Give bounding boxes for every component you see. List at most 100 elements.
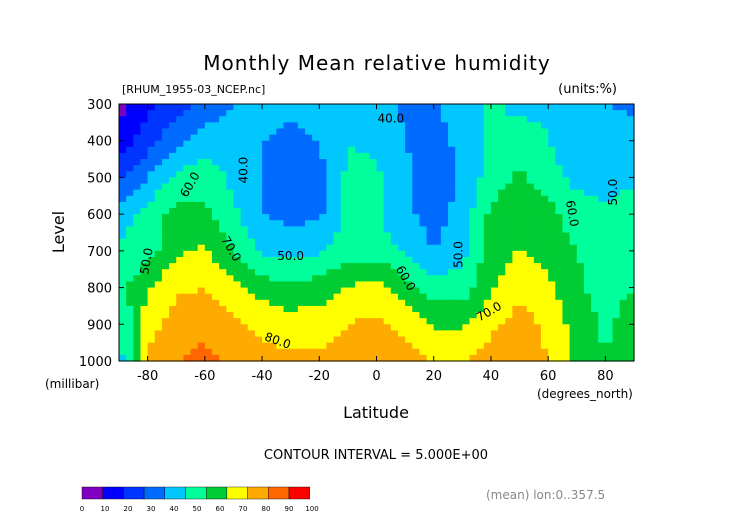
field-cell (512, 250, 521, 258)
field-cell (519, 214, 528, 221)
field-cell (326, 177, 335, 185)
field-cell (154, 214, 163, 221)
field-cell (133, 293, 142, 301)
field-cell (498, 177, 506, 185)
field-cell (133, 342, 142, 350)
field-cell (376, 281, 385, 289)
field-cell (290, 336, 299, 344)
field-cell (333, 336, 342, 344)
field-cell (469, 195, 478, 203)
field-cell (562, 281, 571, 289)
field-cell (469, 159, 478, 166)
field-cell (576, 250, 585, 258)
field-cell (541, 110, 549, 117)
field-cell (126, 256, 134, 264)
field-cell (254, 116, 263, 123)
field-cell (262, 195, 270, 203)
field-cell (562, 159, 571, 166)
field-cell (247, 299, 256, 307)
field-cell (147, 312, 156, 319)
field-cell (119, 336, 127, 344)
field-cell (519, 152, 528, 160)
field-cell (412, 293, 421, 301)
field-cell (254, 312, 263, 319)
field-cell (562, 250, 571, 258)
field-cell (290, 324, 299, 332)
field-cell (498, 220, 506, 227)
field-cell (476, 110, 485, 117)
field-cell (448, 275, 456, 283)
field-cell (290, 214, 299, 221)
field-cell (569, 183, 578, 191)
field-cell (390, 208, 399, 215)
field-cell (369, 275, 378, 283)
field-cell (490, 354, 499, 362)
field-cell (211, 318, 220, 325)
field-cell (433, 195, 442, 203)
field-cell (161, 104, 170, 111)
field-cell (612, 128, 621, 136)
field-cell (347, 226, 356, 234)
field-cell (605, 208, 614, 215)
field-cell (612, 312, 621, 319)
field-cell (390, 348, 399, 356)
field-cell (397, 299, 406, 307)
field-cell (204, 281, 213, 289)
field-cell (276, 336, 285, 344)
field-cell (169, 342, 177, 350)
field-cell (326, 134, 335, 142)
field-cell (533, 244, 542, 252)
field-cell (247, 183, 256, 191)
field-cell (583, 226, 592, 234)
field-cell (269, 256, 277, 264)
field-cell (533, 189, 542, 197)
field-cell (591, 281, 599, 289)
field-cell (133, 128, 142, 136)
field-cell (190, 214, 199, 221)
field-cell (605, 354, 614, 362)
field-cell (433, 134, 442, 142)
field-cell (240, 287, 249, 295)
field-cell (169, 354, 177, 362)
field-cell (419, 226, 428, 234)
field-cell (219, 201, 227, 209)
field-cell (462, 330, 471, 338)
field-cell (204, 128, 213, 136)
field-cell (426, 232, 435, 240)
field-cell (490, 238, 499, 246)
field-cell (591, 208, 599, 215)
field-cell (626, 256, 635, 264)
field-cell (326, 250, 335, 258)
field-cell (383, 269, 392, 276)
field-cell (583, 263, 592, 270)
field-cell (512, 336, 521, 344)
field-cell (312, 250, 320, 258)
field-cell (605, 324, 614, 332)
field-cell (340, 159, 349, 166)
field-cell (204, 354, 213, 362)
field-cell (304, 146, 313, 154)
field-cell (355, 110, 363, 117)
field-cell (340, 214, 349, 221)
field-cell (512, 214, 521, 221)
field-cell (462, 165, 471, 172)
field-cell (519, 336, 528, 344)
field-cell (462, 281, 471, 289)
field-cell (476, 165, 485, 172)
field-cell (598, 110, 606, 117)
field-cell (505, 269, 513, 276)
field-cell (505, 165, 513, 172)
field-cell (562, 305, 571, 313)
field-cell (219, 177, 227, 185)
field-cell (591, 128, 599, 136)
field-cell (369, 244, 378, 252)
field-cell (390, 146, 399, 154)
field-cell (455, 159, 463, 166)
field-cell (233, 110, 242, 117)
field-cell (390, 226, 399, 234)
field-cell (219, 220, 227, 227)
field-cell (161, 220, 170, 227)
field-cell (204, 220, 213, 227)
field-cell (512, 171, 521, 179)
field-cell (283, 189, 292, 197)
